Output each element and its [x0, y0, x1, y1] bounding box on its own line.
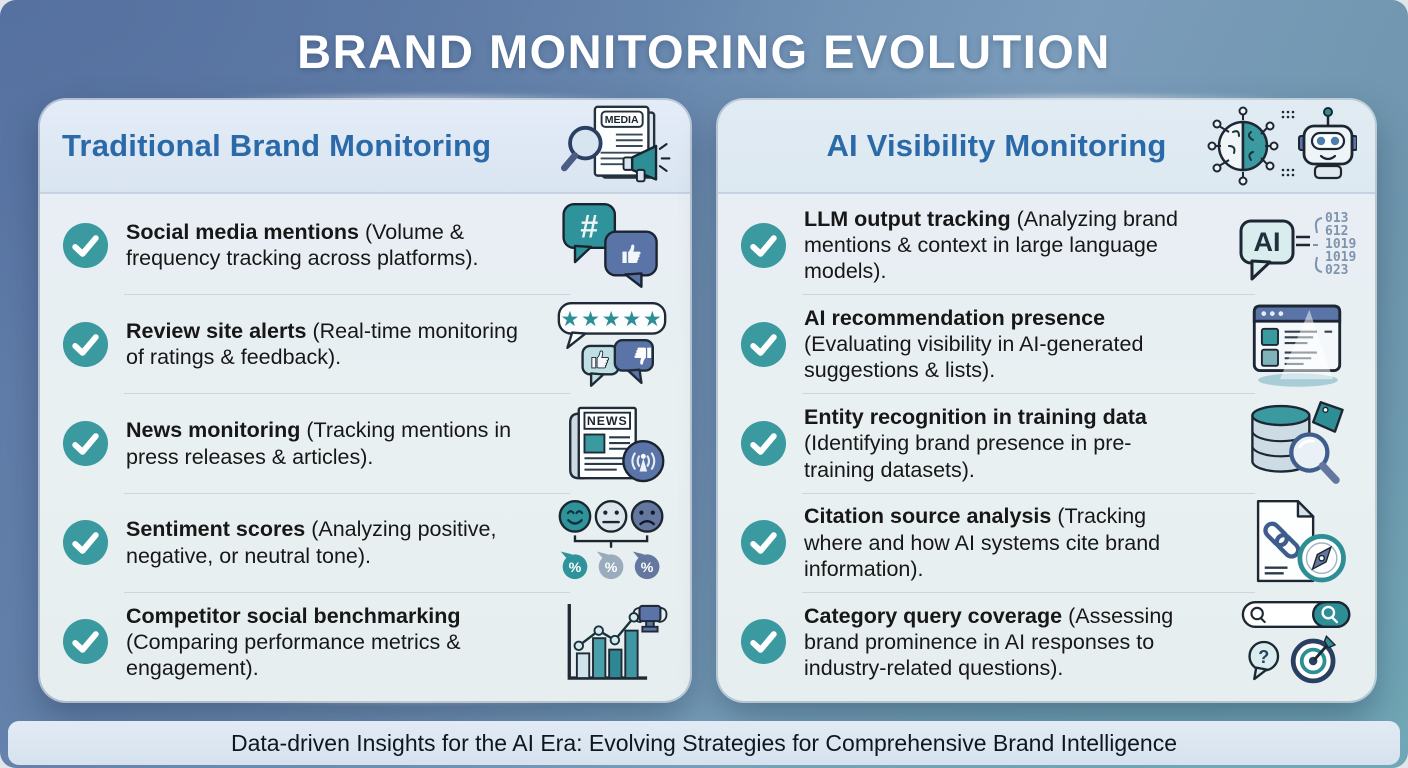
item-text: Competitor social benchmarking (Comparin… — [126, 603, 518, 682]
panel-traditional-title: Traditional Brand Monitoring — [62, 128, 492, 163]
item-text: Sentiment scores (Analyzing positive, ne… — [126, 516, 518, 568]
item-desc: (Assessing brand prominence in AI respon… — [804, 603, 1174, 681]
ai-brain-robot-icon — [1207, 104, 1357, 188]
database-tag-magnifier-icon — [1233, 398, 1361, 490]
panel-traditional: Traditional Brand Monitoring MEDIA — [40, 100, 690, 701]
shine-highlight — [880, 95, 1300, 101]
divider — [124, 591, 570, 593]
check-icon — [62, 520, 109, 566]
ai-items: LLM output tracking (Analyzing brand men… — [732, 196, 1367, 691]
check-icon — [740, 520, 787, 566]
item-desc: (Evaluating visibility in AI-generated s… — [804, 332, 1144, 383]
item-label: Sentiment scores — [126, 517, 306, 542]
svg-text:%: % — [605, 560, 618, 576]
stars-review-bubbles-icon: ★★★★★ — [548, 300, 676, 388]
item-label: Entity recognition in training data — [804, 405, 1147, 430]
list-item: Social media mentions (Volume & frequenc… — [54, 196, 682, 294]
svg-text:★★★★★: ★★★★★ — [560, 308, 663, 331]
item-label: Category query coverage — [804, 603, 1063, 628]
hashtag-thumbs-bubbles-icon: # — [548, 201, 676, 289]
media-monitoring-icon: MEDIA — [556, 103, 672, 189]
search-bar-target-question-icon: ? — [1233, 596, 1361, 688]
sentiment-faces-icon: % % % — [548, 497, 676, 589]
item-desc: (Identifying brand presence in pre-train… — [804, 431, 1132, 482]
item-label: News monitoring — [126, 418, 301, 443]
item-text: Entity recognition in training data (Ide… — [804, 404, 1196, 483]
svg-text:NEWS: NEWS — [587, 414, 628, 428]
item-desc: (Comparing performance metrics & engagem… — [126, 629, 461, 681]
svg-text:023: 023 — [1325, 263, 1348, 278]
divider — [124, 294, 570, 296]
item-desc: (Volume & frequency tracking across plat… — [126, 219, 479, 271]
divider — [802, 393, 1255, 395]
item-desc: (Analyzing positive, negative, or neutra… — [126, 517, 497, 568]
browser-recommendations-icon — [1233, 300, 1361, 388]
item-desc: (Tracking mentions in press releases & a… — [126, 418, 512, 469]
list-item: Category query coverage (Assessing brand… — [732, 593, 1367, 691]
panel-traditional-header: Traditional Brand Monitoring MEDIA — [40, 100, 690, 194]
item-label: Social media mentions — [126, 219, 359, 244]
ai-bubble-digits-icon: AI 013 612 1019 1019 023 — [1233, 205, 1361, 285]
svg-text:612: 612 — [1325, 224, 1348, 239]
svg-text:#: # — [580, 209, 598, 245]
item-label: Review site alerts — [126, 319, 307, 344]
item-text: Citation source analysis (Tracking where… — [804, 503, 1196, 582]
svg-text:?: ? — [1258, 647, 1269, 667]
check-icon — [62, 222, 109, 268]
divider — [124, 492, 570, 494]
item-desc: (Analyzing brand mentions & context in l… — [804, 206, 1178, 284]
list-item: Review site alerts (Real-time monitoring… — [54, 295, 682, 393]
list-item: Competitor social benchmarking (Comparin… — [54, 593, 682, 691]
item-label: LLM output tracking — [804, 206, 1011, 231]
svg-text:013: 013 — [1325, 211, 1348, 226]
footer-tagline: Data-driven Insights for the AI Era: Evo… — [8, 721, 1400, 765]
check-icon — [740, 619, 787, 665]
svg-text:AI: AI — [1254, 227, 1281, 257]
bar-chart-trophy-icon — [548, 596, 676, 688]
item-label: AI recommendation presence — [804, 305, 1106, 330]
svg-text:%: % — [569, 560, 582, 576]
item-desc: (Tracking where and how AI systems cite … — [804, 504, 1161, 581]
panel-ai-title: AI Visibility Monitoring — [826, 128, 1167, 163]
item-label: Competitor social benchmarking — [126, 603, 461, 628]
list-item: News monitoring (Tracking mentions in pr… — [54, 394, 682, 492]
list-item: AI recommendation presence (Evaluating v… — [732, 295, 1367, 393]
item-text: Social media mentions (Volume & frequenc… — [126, 219, 518, 271]
check-icon — [740, 420, 787, 467]
item-text: AI recommendation presence (Evaluating v… — [804, 305, 1196, 384]
item-text: News monitoring (Tracking mentions in pr… — [126, 417, 518, 469]
item-text: Review site alerts (Real-time monitoring… — [126, 318, 518, 370]
item-text: LLM output tracking (Analyzing brand men… — [804, 206, 1196, 285]
divider — [802, 492, 1255, 494]
check-icon — [62, 420, 109, 467]
divider — [802, 591, 1255, 593]
list-item: LLM output tracking (Analyzing brand men… — [732, 196, 1367, 294]
shine-highlight — [210, 95, 630, 101]
svg-text:MEDIA: MEDIA — [605, 114, 639, 126]
item-label: Citation source analysis — [804, 504, 1052, 529]
svg-text:1019: 1019 — [1325, 237, 1356, 252]
check-icon — [740, 222, 787, 268]
svg-text:1019: 1019 — [1325, 250, 1356, 265]
panel-ai-header: AI Visibility Monitoring — [718, 100, 1375, 194]
page-title: BRAND MONITORING EVOLUTION — [297, 25, 1111, 78]
footer-text: Data-driven Insights for the AI Era: Evo… — [230, 729, 1178, 756]
check-icon — [62, 619, 109, 665]
list-item: Citation source analysis (Tracking where… — [732, 494, 1367, 592]
divider — [802, 294, 1255, 296]
newspaper-broadcast-icon: NEWS — [548, 400, 676, 488]
panel-ai: AI Visibility Monitoring — [718, 100, 1375, 701]
list-item: Entity recognition in training data (Ide… — [732, 394, 1367, 492]
traditional-items: Social media mentions (Volume & frequenc… — [54, 196, 682, 691]
item-text: Category query coverage (Assessing brand… — [804, 603, 1196, 682]
list-item: Sentiment scores (Analyzing positive, ne… — [54, 494, 682, 592]
item-desc: (Real-time monitoring of ratings & feedb… — [126, 319, 518, 370]
document-link-compass-icon — [1233, 497, 1361, 589]
svg-text:%: % — [641, 560, 654, 576]
check-icon — [62, 321, 109, 367]
divider — [124, 393, 570, 395]
check-icon — [740, 321, 787, 367]
